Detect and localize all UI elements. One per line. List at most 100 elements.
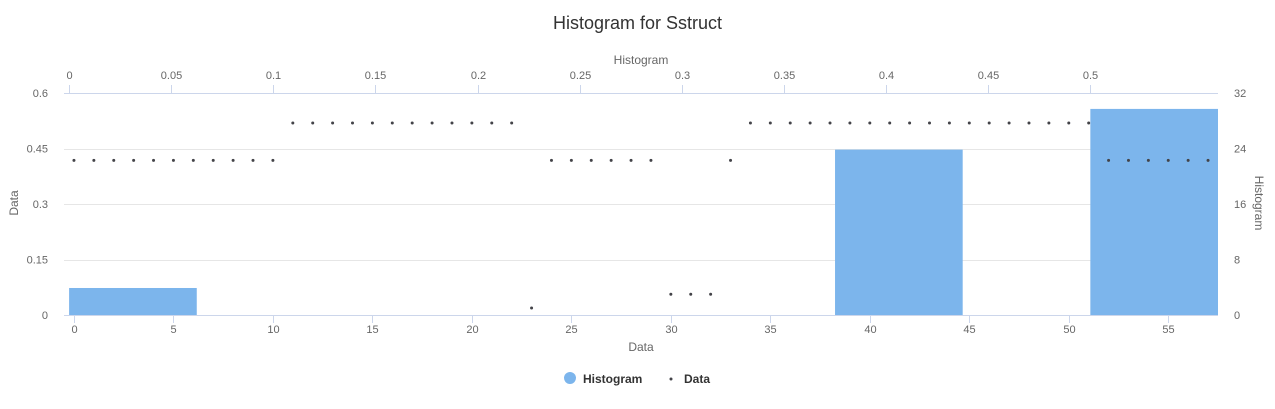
data-point — [649, 158, 653, 162]
data-point — [609, 158, 613, 162]
data-point — [1047, 121, 1051, 125]
x-bottom-tick-label: 25 — [565, 324, 577, 336]
x-top-tick-label: 0.05 — [161, 70, 182, 82]
y-right-tick-label: 32 — [1234, 88, 1246, 100]
data-point — [430, 121, 434, 125]
data-point — [390, 121, 394, 125]
y-left-axis-title: Data — [7, 190, 21, 216]
x-top-tick-label: 0.25 — [570, 70, 591, 82]
data-point — [709, 292, 713, 296]
data-point — [1186, 158, 1190, 162]
legend-histogram-label: Histogram — [583, 372, 642, 386]
data-point — [530, 306, 534, 310]
data-point — [510, 121, 514, 125]
data-point — [549, 158, 553, 162]
x-top-tick-label: 0.3 — [675, 70, 690, 82]
x-bottom-tick-label: 55 — [1162, 324, 1174, 336]
data-point — [729, 158, 733, 162]
data-point — [928, 121, 931, 125]
data-point — [470, 121, 474, 125]
x-bottom-tick-label: 30 — [665, 324, 677, 336]
grid-lines — [64, 93, 1218, 316]
data-point — [450, 121, 454, 125]
data-point — [72, 158, 76, 162]
data-point — [669, 292, 673, 296]
data-point — [1087, 121, 1091, 125]
x-top-tick-label: 0.15 — [365, 70, 386, 82]
x-bottom-tick-label: 35 — [764, 324, 776, 336]
legend-item-data[interactable]: Data — [669, 372, 711, 386]
data-point — [152, 158, 156, 162]
data-point — [689, 292, 693, 296]
x-top-tick-label: 0.2 — [471, 70, 486, 82]
data-point — [251, 158, 255, 162]
x-bottom-tick-label: 50 — [1063, 324, 1075, 336]
x-bottom-tick-label: 20 — [466, 324, 478, 336]
data-point — [848, 121, 852, 125]
legend-data-symbol — [669, 377, 673, 381]
y-right-tick-label: 8 — [1234, 255, 1240, 267]
data-point — [1007, 121, 1011, 125]
data-point — [370, 121, 374, 125]
data-point — [1067, 121, 1071, 125]
x-bottom-tick-label: 15 — [366, 324, 378, 336]
data-point — [490, 121, 494, 125]
data-point — [808, 121, 812, 125]
x-bottom-tick-label: 40 — [864, 324, 876, 336]
x-top-tick-label: 0.5 — [1083, 70, 1098, 82]
y-left-tick-label: 0.3 — [33, 199, 48, 211]
data-point — [569, 158, 573, 162]
legend-item-histogram[interactable]: Histogram — [564, 372, 642, 386]
histogram-bar — [69, 287, 197, 315]
x-top-tick-label: 0.1 — [266, 70, 281, 82]
x-bottom-tick-label: 0 — [71, 324, 77, 336]
data-point — [908, 121, 912, 125]
data-point — [788, 121, 792, 125]
histogram-bars — [69, 108, 1218, 315]
x-top-tick-label: 0.4 — [879, 70, 894, 82]
y-right-axis-title: Histogram — [1252, 176, 1266, 231]
x-bottom-tick-label: 10 — [267, 324, 279, 336]
data-point — [828, 121, 832, 125]
x-top-axis-title: Histogram — [614, 53, 669, 67]
data-point — [987, 121, 991, 125]
data-point — [410, 121, 414, 125]
data-point — [1107, 158, 1111, 162]
x-bottom-tick-label: 5 — [170, 324, 176, 336]
legend: Histogram Data — [564, 372, 710, 386]
data-point — [1206, 158, 1210, 162]
data-point — [629, 158, 633, 162]
data-point — [768, 121, 772, 125]
chart-title: Histogram for Sstruct — [553, 13, 722, 33]
y-right-tick-label: 0 — [1234, 310, 1240, 322]
y-right-tick-label: 24 — [1234, 144, 1246, 156]
data-point — [947, 121, 951, 125]
data-point — [351, 121, 354, 125]
data-point — [291, 121, 295, 125]
x-top-tick-label: 0.35 — [774, 70, 795, 82]
data-point — [1027, 121, 1031, 125]
data-point — [589, 158, 593, 162]
y-left-tick-label: 0 — [42, 310, 48, 322]
legend-data-label: Data — [684, 372, 710, 386]
x-bottom-axis-title: Data — [628, 340, 654, 354]
histogram-bar — [835, 149, 963, 315]
data-point — [92, 158, 96, 162]
y-left-tick-label: 0.6 — [33, 88, 48, 100]
data-point — [311, 121, 315, 125]
data-point — [171, 158, 175, 162]
data-point — [132, 158, 136, 162]
histogram-bar — [1090, 108, 1218, 315]
data-point — [1166, 158, 1170, 162]
data-point — [868, 121, 872, 125]
data-point — [331, 121, 335, 125]
data-point — [271, 158, 275, 162]
data-point — [748, 121, 752, 125]
tick-labels: 0 5 10 15 20 25 30 35 40 45 50 55 0 0.05 0.1 0.15 0.2 0.2… — [27, 70, 1247, 336]
y-right-tick-label: 16 — [1234, 199, 1246, 211]
data-point — [231, 158, 235, 162]
data-point — [1146, 158, 1150, 162]
data-point — [1126, 158, 1130, 162]
